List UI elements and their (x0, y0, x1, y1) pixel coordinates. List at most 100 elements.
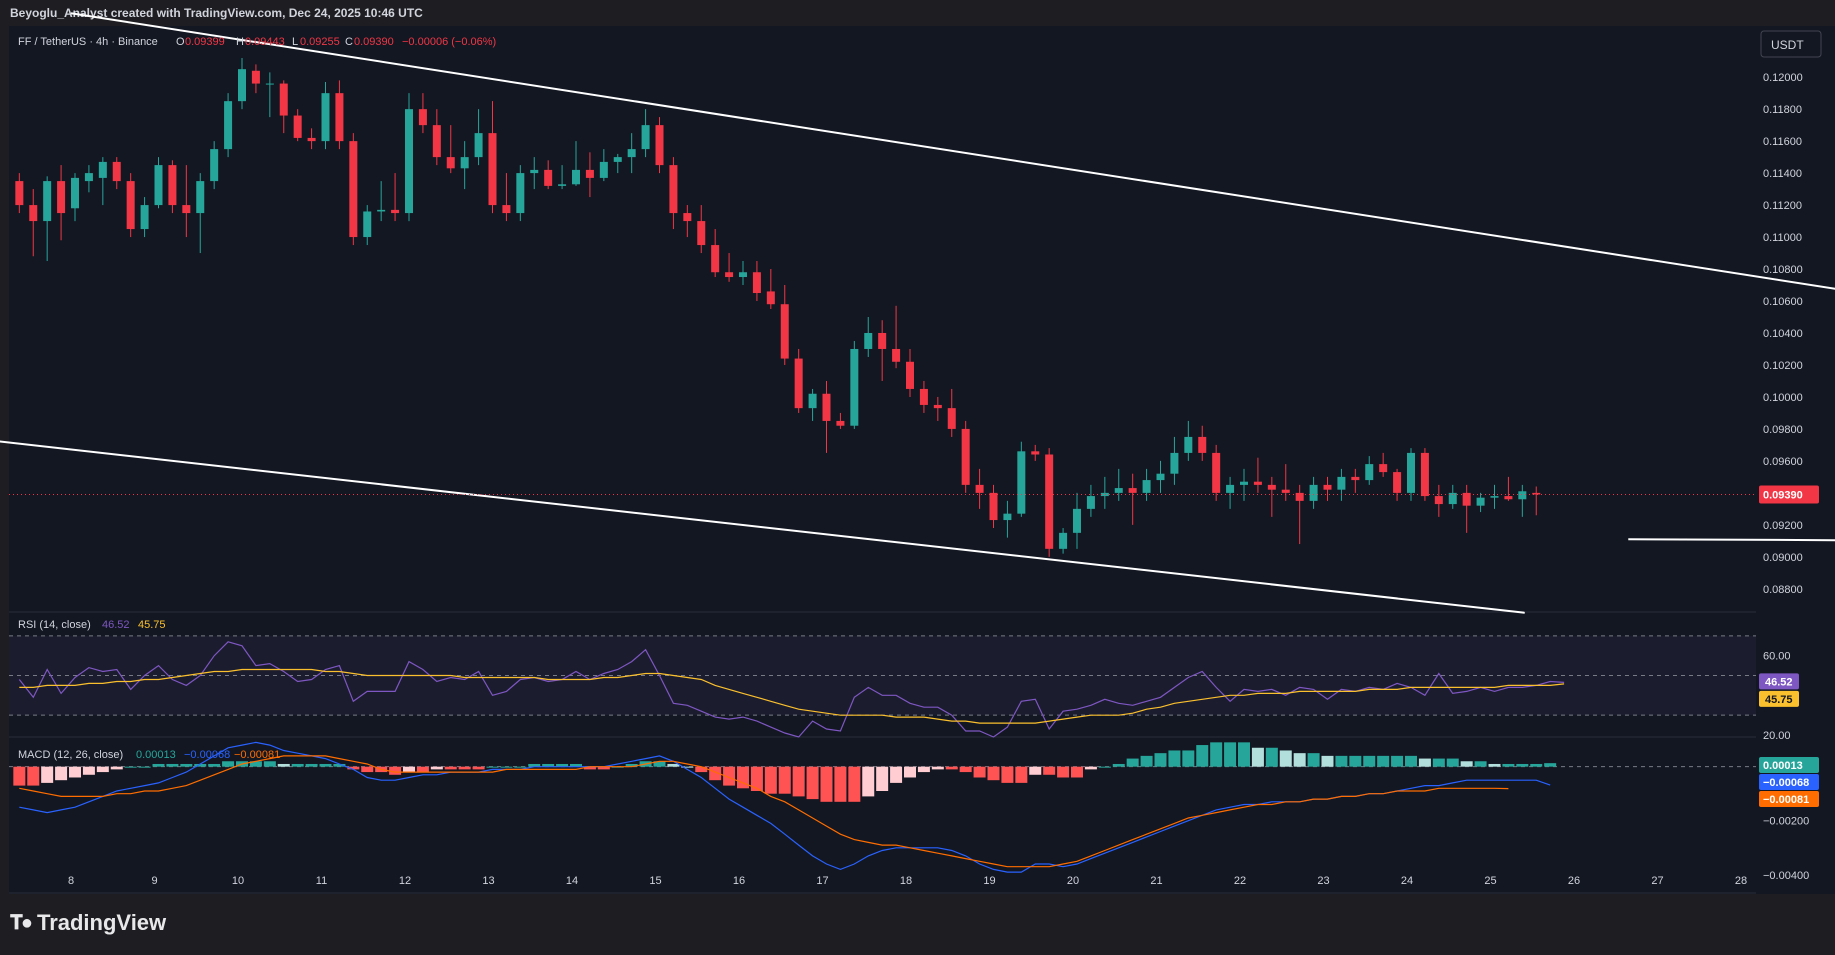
macd-histogram-bar (55, 766, 68, 781)
time-tick-label: 16 (733, 875, 745, 887)
candle-body (1448, 492, 1457, 505)
candle-body (878, 332, 887, 349)
macd-histogram-bar (444, 766, 457, 770)
price-tick-label: 0.11400 (1763, 168, 1802, 180)
candle-body (697, 221, 706, 246)
macd-histogram-bar (1029, 766, 1042, 775)
macd-histogram-bar (1516, 763, 1529, 767)
candle-body (1532, 492, 1541, 495)
macd-histogram-bar (180, 763, 193, 767)
currency-button[interactable] (1760, 30, 1822, 58)
macd-histogram-bar (1265, 747, 1278, 767)
candle-body (989, 492, 998, 521)
macd-histogram-bar (333, 763, 346, 767)
chart-credit: Beyoglu_Analyst created with TradingView… (10, 6, 423, 20)
candle-body (140, 205, 149, 230)
macd-histogram-bar (1307, 753, 1320, 767)
macd-histogram-bar (1446, 758, 1459, 767)
time-tick-label: 15 (649, 875, 661, 887)
macd-histogram-bar (987, 766, 1000, 781)
time-tick-label: 12 (399, 875, 411, 887)
candle-body (363, 211, 372, 238)
macd-title[interactable]: MACD (12, 26, close) (18, 749, 123, 761)
macd-histogram-bar (931, 766, 944, 770)
macd-histogram-bar (277, 763, 290, 767)
candle-body (1267, 484, 1276, 490)
macd-histogram-bar (1391, 755, 1404, 767)
macd-histogram-bar (570, 763, 582, 767)
macd-histogram-bar (1488, 763, 1501, 767)
candle-body (1240, 481, 1248, 485)
symbol-title[interactable]: FF / TetherUS · 4h · Binance (18, 36, 158, 48)
candle-body (1295, 492, 1304, 501)
macd-histogram-bar (1321, 755, 1334, 767)
rsi-pane: 60.00 20.00 46.52 45.75 (9, 635, 1799, 742)
price-axis[interactable]: 0.122000.120000.118000.116000.114000.112… (9, 40, 1819, 596)
candle-body (1462, 492, 1471, 506)
candle-body (1059, 532, 1068, 549)
macd-value-badge (1759, 757, 1819, 773)
macd-histogram-bar (695, 766, 708, 773)
macd-histogram-bar (876, 766, 889, 791)
price-tick-label: 0.09200 (1763, 520, 1803, 532)
price-tick-label: 0.10400 (1763, 328, 1803, 340)
macd-histogram-bar (1432, 758, 1445, 767)
time-tick-label: 23 (1317, 875, 1329, 887)
tradingview-brand[interactable]: 𝐓● TradingView (10, 910, 166, 936)
macd-histogram-bar (27, 766, 40, 786)
macd-signal-value: −0.00081 (234, 749, 280, 761)
candle-body (1407, 452, 1415, 493)
time-tick-label: 20 (1067, 875, 1079, 887)
candle-body (460, 157, 469, 169)
macd-histogram-bar (973, 766, 986, 778)
candle-body (321, 93, 330, 142)
candle-body (961, 428, 970, 485)
candle-body (739, 272, 747, 278)
ohlc-open-value: 0.09399 (185, 36, 225, 48)
macd-histogram-bar (69, 766, 81, 778)
candle-body (154, 165, 163, 206)
macd-histogram-bar (820, 766, 833, 802)
macd-histogram-bar (834, 766, 847, 802)
candle-body (892, 348, 901, 362)
rsi-title[interactable]: RSI (14, close) (18, 619, 91, 631)
ohlc-low-label: L (292, 36, 298, 48)
macd-histogram-bar (208, 763, 221, 767)
price-tick-label: 0.08800 (1763, 584, 1803, 596)
price-axis-background[interactable] (1756, 26, 1835, 894)
macd-histogram-bar (1071, 766, 1083, 778)
candle-body (655, 125, 664, 166)
candle-body (516, 173, 525, 214)
candle-body (836, 420, 845, 426)
time-tick-label: 10 (232, 875, 244, 887)
time-tick-label: 13 (482, 875, 494, 887)
candle-body (446, 157, 455, 169)
macd-histogram-bar (959, 766, 972, 773)
macd-histogram-bar (737, 766, 749, 789)
candle-body (112, 161, 121, 182)
macd-histogram-bar (528, 763, 541, 767)
macd-histogram-bar (472, 766, 485, 770)
macd-histogram-bar (681, 766, 694, 768)
time-tick-label: 24 (1401, 875, 1413, 887)
macd-histogram-bar (806, 766, 819, 800)
candle-body (544, 169, 553, 186)
currency-button-label: USDT (1771, 38, 1804, 52)
macd-histogram-bar (1530, 763, 1543, 767)
macd-histogram-bar (1001, 766, 1014, 783)
time-tick-label: 25 (1484, 875, 1496, 887)
time-axis[interactable]: 8 9 10 11 12 13 14 15 16 17 18 19 20 21 22 23 24 25 26 27 28 (68, 875, 1747, 887)
trendlines[interactable] (0, 12, 1835, 614)
candle-body (1100, 492, 1109, 497)
candle-body (182, 205, 191, 214)
macd-histogram-bar (1279, 750, 1292, 767)
candle-body (1156, 473, 1165, 481)
candle-body (238, 69, 246, 102)
macd-histogram-bar (1112, 763, 1125, 767)
price-tick-label: 0.11200 (1763, 200, 1802, 212)
candle-body (210, 149, 219, 182)
macd-histogram-bar (96, 766, 109, 773)
macd-histogram-bar (1251, 747, 1264, 767)
macd-value-badge (1759, 791, 1819, 807)
